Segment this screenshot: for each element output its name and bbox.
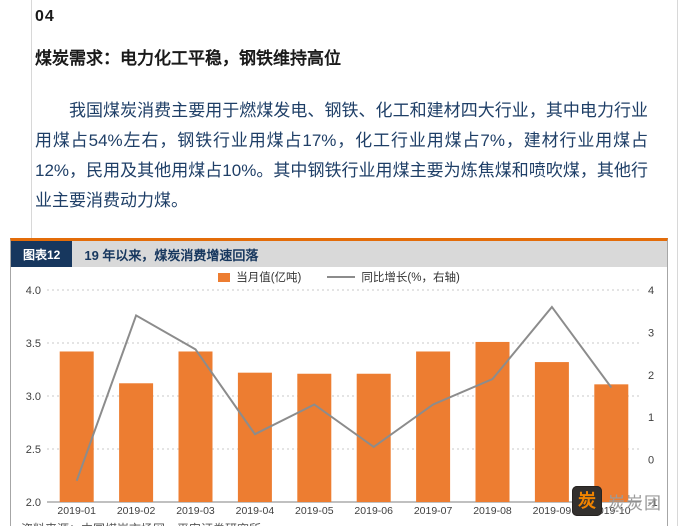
bar-2019-10: [594, 384, 629, 502]
coal-flame-icon: 炭: [578, 491, 596, 511]
coal-consumption-chart: 2.0 2.5 3.0 3.5 4.0 -1 0 1 2 3 4 2019-01 2019-02 2019…: [26, 285, 658, 517]
x-axis-label: 2019-02: [117, 505, 156, 517]
bar-2019-05: [297, 373, 332, 502]
line-series-label: 同比增长(%，右轴): [361, 272, 460, 284]
x-axis-label: 2019-09: [533, 505, 572, 517]
body-paragraph: 我国煤炭消费主要用于燃煤发电、钢铁、化工和建材四大行业，其中电力行业用煤占54%…: [35, 101, 648, 210]
left-axis-tick: 3.5: [26, 338, 41, 350]
right-axis-tick: 2: [648, 370, 654, 382]
bar-2019-03: [178, 351, 213, 502]
bar-series-label: 当月值(亿吨): [236, 272, 302, 284]
x-axis-label: 2019-01: [57, 505, 96, 517]
left-axis-tick: 4.0: [26, 285, 41, 297]
growth-line: [75, 305, 613, 482]
page-right-border: [677, 0, 678, 526]
figure-source: 资料来源：中国煤炭市场网，平安证券研究所: [21, 520, 667, 526]
x-axis-label: 2019-08: [473, 505, 512, 517]
figure-title: 19 年以来，煤炭消费增速回落: [84, 247, 259, 263]
legend-item-line: 同比增长(%，右轴): [327, 269, 460, 285]
watermark-text: 炭炭团: [608, 493, 662, 513]
left-axis-tick: 2.5: [26, 444, 41, 456]
left-axis-tick: 2.0: [26, 497, 41, 509]
figure-label: 图表12: [11, 241, 73, 267]
x-axis-label: 2019-07: [414, 505, 453, 517]
bar-2019-01: [59, 351, 94, 502]
right-axis-tick: -1: [648, 497, 658, 509]
bar-2019-04: [237, 372, 272, 502]
section-number: 04: [35, 8, 55, 25]
x-axis-label: 2019-05: [295, 505, 334, 517]
right-axis-tick: 4: [648, 285, 654, 297]
watermark-logo: 炭: [572, 486, 602, 516]
bar-2019-07: [416, 351, 451, 502]
bar-series-swatch: [218, 272, 231, 282]
left-axis-tick: 3.0: [26, 391, 41, 403]
watermark: 炭 炭炭团: [572, 486, 662, 516]
section-heading: 煤炭需求：电力化工平稳，钢铁维持高位: [35, 49, 341, 68]
right-axis-tick: 1: [648, 412, 654, 424]
line-series-swatch: [327, 276, 356, 278]
x-axis-label: 2019-06: [354, 505, 393, 517]
figure-header: 图表12 19 年以来，煤炭消费增速回落: [11, 241, 667, 267]
x-axis-label: 2019-03: [176, 505, 215, 517]
bar-2019-02: [119, 383, 154, 502]
bar-2019-08: [475, 341, 510, 502]
chart-legend: 当月值(亿吨) 同比增长(%，右轴): [11, 269, 667, 285]
figure-12-box: 图表12 19 年以来，煤炭消费增速回落 当月值(亿吨) 同比增长(%，右轴) …: [10, 238, 668, 526]
legend-item-bar: 当月值(亿吨): [218, 269, 301, 285]
right-axis-tick: 3: [648, 327, 654, 339]
x-axis-label: 2019-04: [236, 505, 275, 517]
right-axis-tick: 0: [648, 455, 654, 467]
bar-2019-09: [534, 362, 569, 502]
